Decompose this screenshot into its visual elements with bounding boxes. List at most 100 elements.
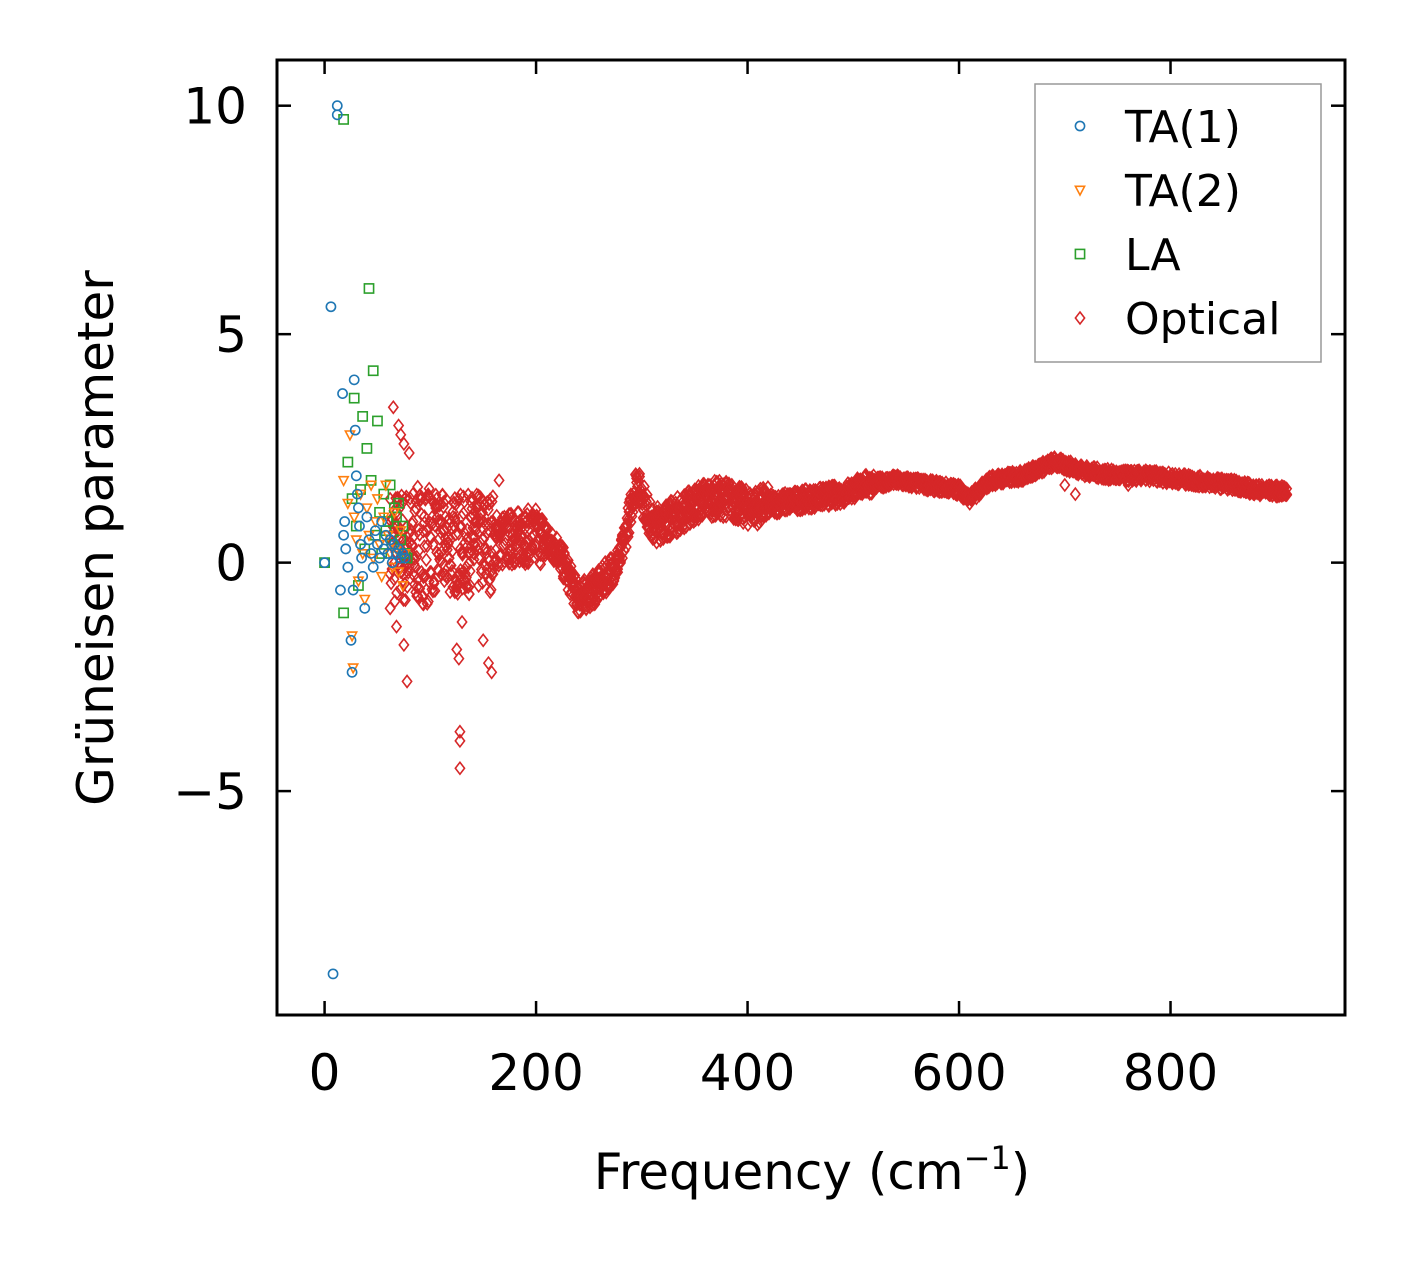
series-optical [384,399,1293,776]
optical-point [500,519,512,535]
data-point [355,538,366,550]
optical-outlier-point [401,674,413,689]
data-point [350,470,362,482]
data-point [348,512,361,524]
optical-point [417,597,430,612]
data-point [371,494,384,506]
optical-point [422,594,434,609]
optical-point [518,554,530,569]
series-ta1 [319,100,411,980]
data-point [399,552,411,564]
optical-point [574,604,587,619]
optical-outlier-point [390,619,403,634]
data-point [374,552,385,564]
optical-point [423,481,435,497]
optical-point [623,525,635,541]
optical-point [436,555,449,571]
data-point [319,557,330,569]
optical-point [454,562,467,578]
data-point [347,584,359,596]
optical-point [410,500,422,516]
legend-marker [1074,248,1086,260]
optical-point [733,479,746,495]
optical-point [404,491,416,506]
optical-point [614,553,627,569]
optical-outlier-point [398,637,410,653]
optical-point [444,532,456,548]
data-point [375,571,388,584]
data-point [365,480,378,492]
legend-label: LA [1125,230,1181,281]
optical-point [388,571,400,587]
optical-point [464,578,476,593]
data-point [348,392,360,404]
data-point [393,497,405,509]
optical-point [478,541,490,556]
optical-point [467,506,479,522]
data-point [372,415,383,427]
data-point [342,456,354,468]
data-point [353,502,364,514]
data-point [386,557,398,569]
optical-outlier-point [1122,477,1134,493]
x-axis-label: Frequency (cm−1) [594,1139,1031,1201]
optical-outlier-point [477,633,489,648]
optical-point [433,546,445,562]
optical-point [473,578,485,594]
x-tick-label: 0 [309,1044,341,1102]
optical-point [622,512,634,528]
data-point [379,480,392,492]
data-marks [319,100,1293,980]
data-point [363,534,375,546]
x-tick-label: 200 [488,1044,583,1102]
y-tick-label: 0 [215,535,247,593]
optical-point [461,522,473,537]
x-tick-label: 400 [700,1044,795,1102]
data-point [384,479,396,491]
data-point [367,561,379,573]
optical-point [464,563,476,579]
data-point [337,475,350,488]
optical-point [633,466,646,482]
axis-ticks: 0 200 400 600 800 −5 0 5 10 [173,60,1345,1102]
optical-point [499,532,511,547]
legend-label: TA(2) [1124,166,1241,217]
optical-point [1281,481,1293,496]
optical-point [418,538,431,554]
optical-point [614,555,627,571]
optical-outlier-point [493,473,505,488]
optical-point [427,584,439,599]
optical-point [485,582,497,598]
y-tick-label: 5 [215,306,247,364]
optical-point [482,551,494,566]
data-point [365,474,377,486]
optical-point [620,539,632,555]
optical-point [1281,487,1293,503]
data-point [369,525,381,537]
optical-point [457,506,470,521]
optical-point [397,592,410,608]
optical-point [488,555,500,570]
legend-label: TA(1) [1124,102,1241,153]
optical-point [411,579,423,595]
data-point [357,411,369,422]
optical-point [618,543,630,558]
data-point [342,561,354,573]
optical-point [407,514,419,529]
data-point [325,301,337,313]
optical-point [454,519,466,535]
optical-outlier-point [1069,486,1081,502]
optical-point [562,553,574,568]
x-tick-label: 800 [1123,1044,1218,1102]
optical-point [640,497,652,513]
data-point [346,666,358,678]
optical-point [440,492,452,507]
data-point [327,968,339,980]
optical-point [457,489,470,504]
optical-point [468,546,480,561]
y-tick-label: 10 [183,78,247,136]
plot-frame [275,58,1347,1017]
optical-outlier-point [403,445,415,461]
data-point [394,526,407,538]
